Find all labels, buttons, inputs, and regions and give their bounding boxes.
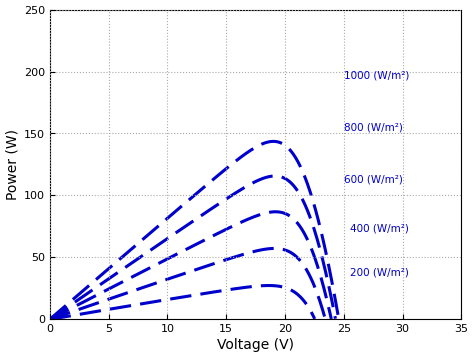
X-axis label: Voltage (V): Voltage (V) (217, 338, 294, 352)
Text: 200 (W/m²): 200 (W/m²) (350, 267, 409, 277)
Text: 600 (W/m²): 600 (W/m²) (344, 174, 403, 184)
Text: 1000 (W/m²): 1000 (W/m²) (344, 70, 409, 80)
Text: 800 (W/m²): 800 (W/m²) (344, 122, 403, 132)
Text: 400 (W/m²): 400 (W/m²) (350, 224, 409, 234)
Y-axis label: Power (W): Power (W) (6, 129, 19, 200)
